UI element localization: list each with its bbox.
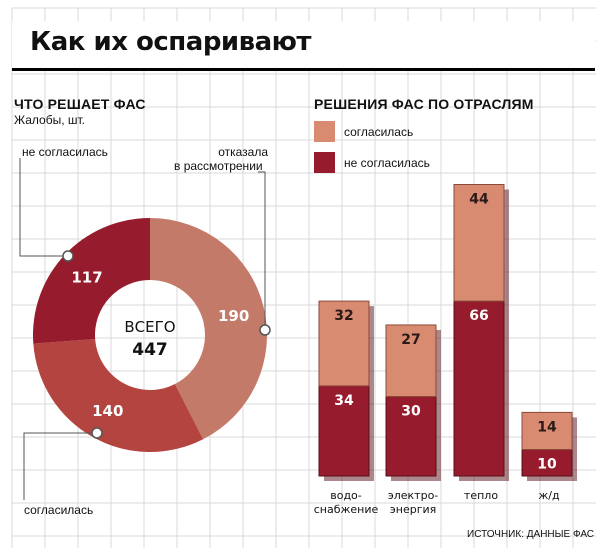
bar-disagreed xyxy=(521,449,573,477)
donut-slice-disagreed xyxy=(32,218,150,344)
page-title: Как их оспаривают xyxy=(30,27,312,57)
bar-value-disagreed: 66 xyxy=(469,308,488,324)
marker-refused xyxy=(259,324,271,336)
category-label: тепло xyxy=(464,489,498,502)
donut-slice-agreed xyxy=(33,339,204,452)
category-label: энергия xyxy=(390,503,437,516)
bar-value-disagreed: 30 xyxy=(401,404,421,420)
donut-heading: ЧТО РЕШАЕТ ФАС xyxy=(14,96,146,112)
marker-disagreed xyxy=(62,250,74,262)
bar-disagreed xyxy=(318,385,370,477)
bar-agreed xyxy=(318,300,370,387)
label-disagreed: не согласилась xyxy=(22,145,108,159)
bar-value-agreed: 27 xyxy=(401,332,420,348)
donut-value-agreed: 140 xyxy=(92,402,123,420)
label-refused-line2: в рассмотрении xyxy=(174,159,263,173)
bar-value-disagreed: 34 xyxy=(334,393,354,409)
donut-value-refused: 190 xyxy=(218,307,249,325)
source-note: ИСТОЧНИК: ДАННЫЕ ФАС xyxy=(467,529,594,540)
donut-total-label: ВСЕГО xyxy=(124,318,175,336)
bar-agreed xyxy=(453,184,505,302)
bars-heading: РЕШЕНИЯ ФАС ПО ОТРАСЛЯМ xyxy=(314,96,534,112)
bar-value-agreed: 32 xyxy=(334,308,353,324)
leader-refused xyxy=(258,171,266,330)
legend-swatch-disagreed xyxy=(314,152,335,173)
label-refused-line1: отказала xyxy=(218,145,268,159)
donut-total-value: 447 xyxy=(132,340,168,360)
bar-agreed xyxy=(385,324,437,398)
category-label: снабжение xyxy=(314,503,379,516)
category-label: ж/д xyxy=(538,489,560,502)
category-label: электро- xyxy=(388,489,439,502)
donut-slice-refused xyxy=(150,218,268,440)
legend-label-disagreed: не согласилась xyxy=(344,156,430,170)
leader-agreed xyxy=(23,432,97,500)
donut-subheading: Жалобы, шт. xyxy=(14,113,85,127)
bar-agreed xyxy=(521,411,573,450)
bar-disagreed xyxy=(453,300,505,477)
bar-disagreed xyxy=(385,396,437,477)
bar-value-agreed: 44 xyxy=(469,192,489,208)
bar-value-agreed: 14 xyxy=(537,419,557,435)
leader-disagreed xyxy=(19,158,68,257)
marker-agreed xyxy=(91,427,103,439)
legend-label-agreed: согласилась xyxy=(344,125,414,139)
label-agreed: согласилась xyxy=(24,503,94,517)
legend-swatch-agreed xyxy=(314,121,335,142)
category-label: водо- xyxy=(330,489,362,502)
title-bar: Как их оспаривают xyxy=(12,21,595,71)
bar-value-disagreed: 10 xyxy=(537,457,557,473)
donut-value-disagreed: 117 xyxy=(71,268,102,286)
